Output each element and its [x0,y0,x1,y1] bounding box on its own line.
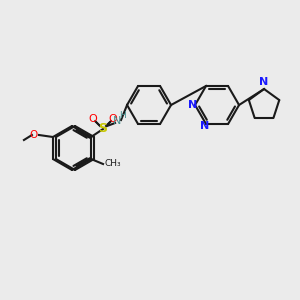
Text: S: S [99,122,108,136]
Text: N: N [188,100,198,110]
Text: H: H [119,112,125,121]
Text: N: N [200,121,210,131]
Text: O: O [30,130,38,140]
Text: N: N [260,77,269,87]
Text: O: O [109,114,117,124]
Text: N: N [113,116,121,126]
Text: O: O [89,114,98,124]
Text: CH₃: CH₃ [104,160,121,169]
